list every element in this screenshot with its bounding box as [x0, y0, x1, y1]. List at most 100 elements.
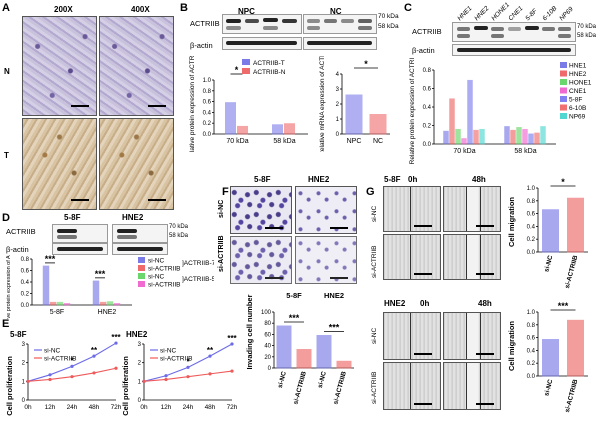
micrograph-tumor-200x: [22, 118, 97, 210]
chart-e2-xtick-label: 0h: [140, 404, 148, 411]
panel-a-col1-label: 200X: [54, 5, 73, 14]
chart-c-ylabel: Relative protein expression of ACTRIIB: [409, 58, 416, 164]
chart-b-protein-ytick-label: 0.4: [203, 110, 212, 116]
panel-c-lane-label: CNE1: [507, 5, 525, 23]
panel-f-col1-label: 5-8F: [254, 175, 271, 184]
micrograph-tumor-400x: [99, 118, 174, 210]
panel-b-mw1: 70 kDa: [378, 13, 399, 20]
chart-d-legend-group: ]ACTRIIB-58: [182, 276, 214, 283]
panel-d-gene-label: ACTRIIB: [6, 227, 36, 236]
chart-f-sig-mark: ***: [289, 313, 300, 323]
chart-e-58f: 5-8F Cell proliferation 0 1 2 3 0h 12h 24h 48h 7…: [5, 330, 122, 416]
panel-b-mw2: 58 kDa: [378, 23, 399, 30]
chart-b-protein: Relative protein expression of ACTRIIB 0…: [189, 56, 308, 152]
panel-label-b: B: [180, 2, 188, 14]
chart-c-legend-swatch: [560, 62, 567, 68]
chart-g2-ytick-label: 0.2: [527, 361, 536, 367]
chart-f-group-label: HNE2: [324, 291, 344, 300]
chart-b-protein-legend-label: ACTRIIB-N: [253, 69, 286, 76]
chart-e2-point: [142, 379, 146, 383]
chart-e1-sig-mark: ***: [111, 333, 121, 342]
chart-g1-sig-mark: *: [561, 177, 565, 187]
chart-c-bar: [467, 79, 473, 145]
micrograph-normal-200x: [22, 16, 97, 116]
panel-label-e: E: [2, 318, 10, 330]
scratch-58f-sinc-48h: [443, 186, 501, 232]
chart-b-protein-ylabel: Relative protein expression of ACTRIIB: [189, 56, 196, 152]
chart-b-protein-ytick-label: 0.8: [203, 89, 212, 95]
chart-e2-point: [208, 372, 212, 376]
chart-f-bar: [316, 335, 332, 369]
chart-g1-ytick-label: 0.8: [527, 199, 536, 205]
panel-f-row1-label: si-NC: [218, 199, 225, 218]
chart-c-legend-label: HNE2: [569, 71, 587, 78]
blot-d-hne2-actriib: [112, 224, 168, 243]
chart-g1-bar: [567, 197, 584, 253]
chart-d-bar: [56, 301, 64, 306]
chart-d-ytick-label: 0.8: [21, 257, 30, 263]
chart-d-sig-mark: ***: [45, 255, 56, 264]
chart-g2-bar: [542, 339, 559, 377]
chart-d-bar: [113, 303, 121, 306]
panel-g-bottom-row1: si-NC: [371, 327, 378, 344]
chart-b-mrna-sig-mark: *: [364, 59, 368, 69]
blot-d-hne2-actin: [112, 243, 168, 255]
chart-b-mrna-bar: [369, 114, 387, 135]
panel-b-group1-label: NPC: [238, 7, 255, 16]
chart-d-legend-swatch: [138, 281, 145, 287]
chart-b-mrna-ytick-label: 3: [336, 87, 340, 93]
chart-f-bar: [336, 360, 352, 369]
scratch-hne2-siactriib-48h: [443, 362, 501, 410]
chart-c-legend-swatch: [560, 96, 567, 102]
chart-g2-bar: [567, 319, 584, 377]
chart-d-legend-label: si-NC: [148, 274, 165, 281]
blot-b-npc-actriib: [222, 14, 302, 34]
chart-c-legend-label: NP69: [569, 114, 586, 121]
chart-c-bar: [534, 132, 540, 145]
chart-d-ytick-label: 0.2: [21, 292, 30, 298]
chart-e-hne2-title: HNE2: [126, 330, 148, 339]
chart-e1-xtick-label: 24h: [67, 404, 78, 411]
scratch-58f-siactriib-48h: [443, 234, 501, 280]
chart-e1-xtick-label: 0h: [24, 404, 32, 411]
panel-c-loading-label: β-actin: [412, 46, 435, 55]
chart-e2-xtick-label: 12h: [161, 404, 172, 411]
chart-b-protein-xtick-label: 58 kDa: [273, 138, 295, 145]
blot-d-58f-actriib: [52, 224, 108, 243]
chart-e2-point: [186, 375, 190, 379]
chart-b-protein-bar: [272, 124, 283, 135]
scratch-58f-siactriib-0h: [383, 234, 441, 280]
chart-g2-xtick-label: si-NC: [543, 378, 554, 397]
panel-d-mw2: 58 kDa: [169, 233, 189, 239]
chart-g1-xtick-label: si-ACTRIIB: [564, 254, 580, 289]
chart-b-mrna-bar: [345, 94, 363, 135]
chart-g-58f-ylabel: Cell migration: [507, 197, 516, 247]
panel-d-cell2-label: HNE2: [122, 213, 144, 222]
chart-c-legend-label: 6-10B: [569, 105, 586, 112]
chart-f-ytick-label: 0: [268, 366, 272, 372]
transwell-hne2-siactriib: [295, 236, 357, 284]
chart-e-58f-title: 5-8F: [10, 330, 27, 339]
chart-b-protein-ytick-label: 0.6: [203, 100, 212, 106]
panel-c-lane-label: HNE1: [456, 5, 474, 23]
chart-c-protein: Relative protein expression of ACTRIIB 0…: [409, 58, 592, 164]
chart-e2-ytick-label: 0: [138, 398, 142, 404]
chart-b-mrna-xtick-label: NPC: [347, 138, 362, 145]
chart-e1-point: [26, 379, 30, 383]
panel-a-row2-label: T: [4, 151, 9, 160]
chart-b-mrna: Relative mRNA expression of ACTRIIB 0 1 2 3…: [319, 56, 390, 152]
chart-d-legend-label: si-ACTRIIB: [148, 266, 181, 273]
chart-e1-ytick-label: 0: [22, 398, 26, 404]
chart-g2-ytick-label: 1.0: [527, 310, 536, 316]
chart-c-legend-swatch: [560, 70, 567, 77]
panel-d-cell1-label: 5-8F: [64, 213, 81, 222]
panel-b-gene-label: ACTRIIB: [190, 19, 220, 28]
chart-g2-ytick-label: 0.8: [527, 323, 536, 329]
chart-d-ytick-label: 0.0: [21, 303, 30, 309]
chart-b-protein-xtick-label: 70 kDa: [226, 138, 248, 145]
chart-d-xtick-label: HNE2: [98, 309, 117, 316]
chart-d-bar: [42, 265, 50, 306]
scratch-hne2-siactriib-0h: [383, 362, 441, 410]
chart-e1-ytick-label: 1: [22, 379, 26, 385]
panel-label-g: G: [366, 186, 375, 198]
